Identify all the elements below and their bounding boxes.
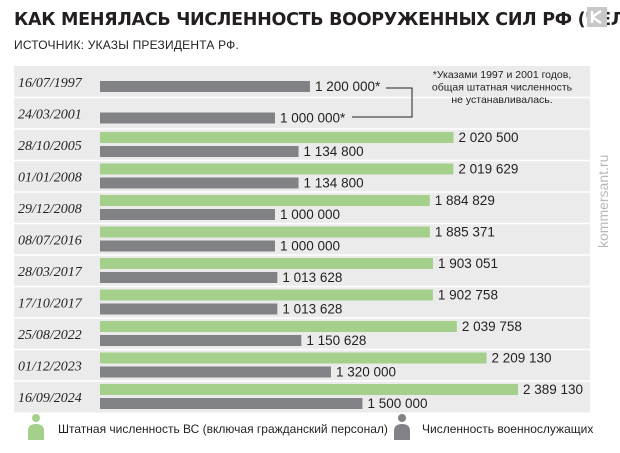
bar-staff-total — [100, 226, 430, 238]
value-label-staff-total: 1 884 829 — [435, 193, 495, 208]
date-label: 16/09/2024 — [18, 391, 82, 406]
watermark-text: kommersant.ru — [595, 155, 611, 248]
legend-military-person-icon-head — [398, 414, 406, 422]
footnote-line: общая штатная численность — [432, 82, 573, 94]
chart-source: ИСТОЧНИК: УКАЗЫ ПРЕЗИДЕНТА РФ. — [14, 38, 240, 52]
date-label: 28/03/2017 — [18, 265, 83, 280]
bar-staff-total — [100, 163, 454, 175]
legend-label-staff-total: Штатная численность ВС (включая гражданс… — [58, 422, 388, 436]
value-label-staff-total: 1 885 371 — [435, 225, 495, 240]
legend-staff-person-icon-body — [28, 424, 44, 440]
legend-staff-person-icon — [28, 414, 44, 440]
bar-military-personnel — [100, 303, 278, 315]
kommersant-logo-icon — [587, 7, 607, 27]
date-label: 25/08/2022 — [18, 328, 82, 343]
bar-military-personnel — [100, 177, 299, 189]
footnote-line: не устанавливалась. — [451, 94, 552, 106]
bar-staff-total — [100, 321, 457, 332]
bar-staff-total — [100, 384, 518, 395]
value-label-military: 1 000 000 — [280, 207, 340, 222]
value-label-military: 1 320 000 — [336, 365, 396, 380]
legend-military-person-icon-body — [394, 424, 410, 440]
bar-staff-total — [100, 289, 433, 301]
footnote-line: *Указами 1997 и 2001 годов, — [433, 69, 572, 81]
date-label: 01/12/2023 — [18, 360, 82, 375]
value-label-military: 1 500 000 — [367, 396, 427, 411]
value-label-military: 1 013 628 — [282, 270, 342, 285]
footnote-connector — [352, 87, 413, 118]
date-label: 29/12/2008 — [18, 202, 82, 217]
value-label-military: 1 000 000* — [280, 111, 346, 126]
watermark: kommersant.ru — [595, 155, 611, 248]
value-label-staff-total: 2 389 130 — [523, 382, 583, 397]
value-label-staff-total: 2 039 758 — [462, 319, 522, 334]
bar-military-personnel — [100, 81, 310, 92]
bar-staff-total — [100, 195, 430, 206]
bar-military-personnel — [100, 240, 275, 252]
bar-military-personnel — [100, 112, 275, 124]
legend-staff-person-icon-head — [32, 414, 40, 422]
bar-military-personnel — [100, 366, 331, 378]
bar-staff-total — [100, 132, 454, 143]
bar-military-personnel — [100, 335, 302, 346]
value-label-military: 1 150 628 — [306, 333, 366, 348]
value-label-staff-total: 2 209 130 — [492, 351, 552, 366]
date-label: 08/07/2016 — [18, 234, 82, 249]
date-label: 28/10/2005 — [18, 139, 82, 154]
date-label: 01/01/2008 — [18, 171, 82, 186]
value-label-staff-total: 2 019 629 — [458, 162, 518, 177]
chart-title: КАК МЕНЯЛАСЬ ЧИСЛЕННОСТЬ ВООРУЖЕННЫХ СИЛ… — [14, 10, 620, 30]
legend-label-military: Численность военнослужащих — [422, 422, 593, 436]
value-label-military: 1 000 000 — [280, 239, 340, 254]
bar-military-personnel — [100, 209, 275, 220]
date-label: 24/03/2001 — [18, 108, 82, 123]
value-label-staff-total: 1 902 758 — [438, 288, 498, 303]
bar-military-personnel — [100, 398, 363, 409]
bar-staff-total — [100, 258, 433, 269]
value-label-staff-total: 2 020 500 — [459, 130, 519, 145]
date-label: 17/10/2017 — [18, 297, 83, 312]
legend-military-person-icon — [394, 414, 410, 440]
value-label-military: 1 013 628 — [282, 302, 342, 317]
value-label-military: 1 134 800 — [304, 176, 364, 191]
bar-military-personnel — [100, 272, 278, 283]
bar-military-personnel — [100, 146, 299, 157]
date-label: 16/07/1997 — [18, 76, 83, 91]
value-label-staff-total: 1 903 051 — [438, 256, 498, 271]
value-label-military: 1 134 800 — [304, 144, 364, 159]
value-label-military: 1 200 000* — [315, 79, 381, 94]
bar-staff-total — [100, 352, 487, 364]
